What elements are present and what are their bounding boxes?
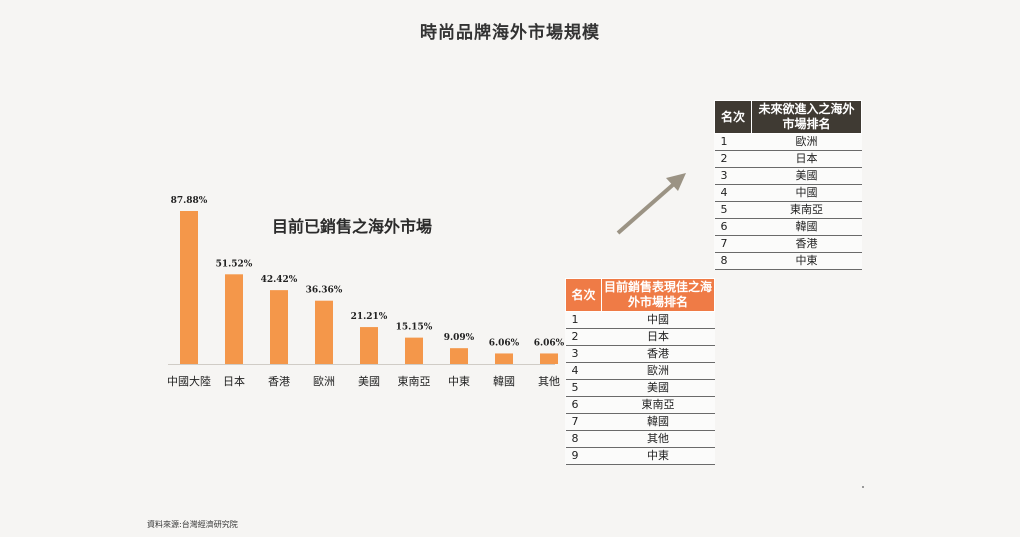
future-rank-cell: 6	[714, 218, 752, 236]
bar	[225, 274, 243, 364]
category-label: 其他	[538, 375, 560, 388]
bar-value-label: 9.09%	[444, 333, 475, 343]
bar-value-label: 6.06%	[489, 338, 520, 348]
category-label: 歐洲	[313, 374, 335, 388]
source-note: 資料來源:台灣經濟研究院	[147, 520, 238, 529]
arrow-head-icon	[666, 173, 686, 191]
arrow-shaft	[616, 181, 677, 235]
future-market-cell: 東南亞	[751, 201, 862, 219]
bar	[315, 300, 333, 364]
current-market-cell: 美國	[601, 379, 715, 397]
current-row: 3 香港	[565, 345, 715, 363]
current-market-cell: 歐洲	[601, 362, 715, 380]
bar	[405, 337, 423, 364]
future-market-cell: 中東	[751, 252, 862, 270]
current-market-cell: 東南亞	[601, 396, 715, 414]
decorative-dot	[862, 486, 864, 488]
future-rank-cell: 5	[714, 201, 752, 219]
future-market-table: 名次 未來欲進入之海外市場排名 1 歐洲 2 日本 3 美國 4 中國 5 東南亞 6 韓國 7 香港 8 中…	[714, 100, 862, 270]
future-rank-cell: 8	[714, 252, 752, 270]
current-market-cell: 韓國	[601, 413, 715, 431]
future-row: 4 中國	[714, 184, 862, 202]
future-row: 8 中東	[714, 252, 862, 270]
page-title: 時尚品牌海外市場規模	[420, 23, 600, 43]
bar	[180, 211, 198, 364]
category-label: 韓國	[493, 375, 515, 388]
future-market-cell: 美國	[751, 167, 862, 185]
chart-subtitle: 目前已銷售之海外市場	[272, 217, 432, 236]
bar	[360, 327, 378, 364]
current-rank-cell: 4	[565, 362, 602, 380]
bars-group: 87.88% 中國大陸 51.52% 日本 42.42% 香港 36.36% 歐洲 21.21%…	[167, 196, 565, 388]
current-row: 8 其他	[565, 430, 715, 448]
future-header-name: 未來欲進入之海外市場排名	[751, 100, 862, 134]
current-market-cell: 香港	[601, 345, 715, 363]
current-rank-cell: 3	[565, 345, 602, 363]
current-rank-cell: 8	[565, 430, 602, 448]
category-label: 美國	[358, 375, 380, 388]
future-market-cell: 香港	[751, 235, 862, 253]
future-market-cell: 歐洲	[751, 133, 862, 151]
current-row: 1 中國	[565, 311, 715, 329]
category-label: 中國大陸	[167, 374, 211, 388]
future-header-rank: 名次	[714, 100, 752, 134]
bar-value-label: 51.52%	[216, 259, 253, 269]
current-rank-cell: 2	[565, 328, 602, 346]
bar-value-label: 87.88%	[171, 196, 208, 206]
arrow-graphic	[616, 173, 686, 235]
future-rank-cell: 4	[714, 184, 752, 202]
current-market-cell: 日本	[601, 328, 715, 346]
future-row: 5 東南亞	[714, 201, 862, 219]
category-label: 香港	[268, 375, 290, 388]
current-row: 6 東南亞	[565, 396, 715, 414]
category-label: 日本	[223, 374, 245, 388]
future-market-cell: 中國	[751, 184, 862, 202]
current-row: 4 歐洲	[565, 362, 715, 380]
bar-value-label: 21.21%	[351, 312, 388, 322]
current-rank-cell: 7	[565, 413, 602, 431]
current-row: 9 中東	[565, 447, 715, 465]
current-market-cell: 中東	[601, 447, 715, 465]
bar	[270, 290, 288, 364]
future-row: 6 韓國	[714, 218, 862, 236]
current-row: 2 日本	[565, 328, 715, 346]
future-row: 3 美國	[714, 167, 862, 185]
future-market-cell: 韓國	[751, 218, 862, 236]
category-label: 中東	[448, 375, 470, 388]
bar-value-label: 15.15%	[396, 323, 433, 333]
future-row: 7 香港	[714, 235, 862, 253]
bar	[495, 353, 513, 364]
current-market-table: 名次 目前銷售表現佳之海外市場排名 1 中國 2 日本 3 香港 4 歐洲 5 美國 6 東南亞 7 韓國…	[565, 278, 715, 465]
bar	[540, 353, 558, 364]
current-rank-cell: 1	[565, 311, 602, 329]
current-market-cell: 其他	[601, 430, 715, 448]
future-rank-cell: 2	[714, 150, 752, 168]
bar-value-label: 6.06%	[534, 338, 565, 348]
current-header-rank: 名次	[565, 278, 602, 312]
bar-value-label: 42.42%	[261, 275, 298, 285]
future-rank-cell: 1	[714, 133, 752, 151]
current-rank-cell: 9	[565, 447, 602, 465]
current-row: 7 韓國	[565, 413, 715, 431]
future-row: 1 歐洲	[714, 133, 862, 151]
current-rank-cell: 5	[565, 379, 602, 397]
future-row: 2 日本	[714, 150, 862, 168]
current-header-name: 目前銷售表現佳之海外市場排名	[601, 278, 715, 312]
category-label: 東南亞	[398, 375, 431, 388]
current-market-cell: 中國	[601, 311, 715, 329]
current-rank-cell: 6	[565, 396, 602, 414]
bar	[450, 348, 468, 364]
future-rank-cell: 7	[714, 235, 752, 253]
future-market-cell: 日本	[751, 150, 862, 168]
bar-value-label: 36.36%	[306, 286, 343, 296]
future-rank-cell: 3	[714, 167, 752, 185]
current-row: 5 美國	[565, 379, 715, 397]
